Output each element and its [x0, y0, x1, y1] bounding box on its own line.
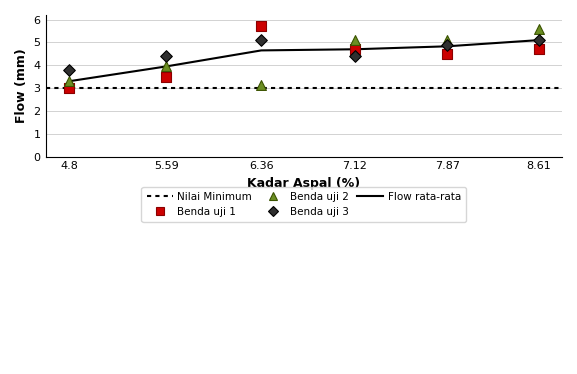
Point: [350, 46, 359, 52]
Point: [443, 37, 452, 43]
Point: [534, 37, 543, 43]
Point: [257, 37, 266, 43]
Point: [350, 37, 359, 43]
X-axis label: Kadar Aspal (%): Kadar Aspal (%): [247, 177, 360, 190]
Point: [534, 26, 543, 32]
Point: [162, 74, 171, 80]
Point: [443, 42, 452, 48]
Point: [162, 53, 171, 59]
Point: [65, 78, 74, 84]
Point: [65, 85, 74, 91]
Point: [350, 53, 359, 59]
Point: [443, 51, 452, 57]
Point: [257, 24, 266, 30]
Point: [257, 82, 266, 88]
Legend: Nilai Minimum, Benda uji 1, Benda uji 2, Benda uji 3, Flow rata-rata: Nilai Minimum, Benda uji 1, Benda uji 2,…: [141, 187, 466, 222]
Point: [65, 67, 74, 73]
Y-axis label: Flow (mm): Flow (mm): [15, 49, 28, 123]
Point: [162, 64, 171, 70]
Point: [534, 46, 543, 52]
